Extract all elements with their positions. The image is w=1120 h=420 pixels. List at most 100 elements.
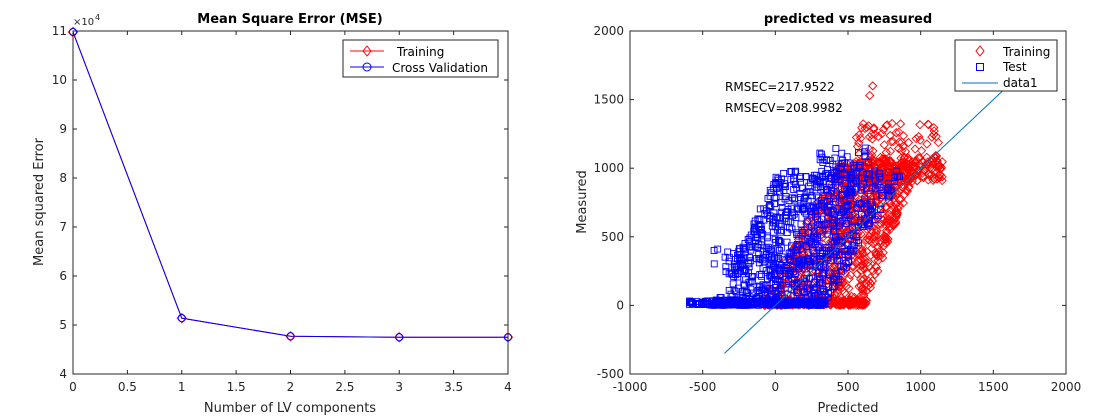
mse-legend-cv-marker [362,62,372,72]
pvm-test-point [853,237,861,244]
pvm-training-point [870,269,880,280]
pvm-test-point [803,243,810,251]
pvm-test-point [775,265,783,273]
pvm-test-point [830,216,838,224]
pvm-test-point [774,176,782,184]
pvm-test-point [806,188,814,196]
pvm-training-point [868,238,878,249]
pvm-test-point [836,221,844,229]
pvm-training-point [840,268,850,278]
pvm-training-point [856,266,866,276]
pvm-training-point [887,118,897,129]
x-tick-label: 1500 [978,380,1009,394]
pvm-test-point [834,178,842,186]
pvm-test-point [800,288,808,295]
pvm-test-point [790,177,798,185]
pvm-test-point [852,232,860,240]
pvm-training-point [891,206,901,216]
pvm-training-point [894,137,904,147]
pvm-test-point [827,174,835,182]
y-tick-label: 500 [601,230,624,244]
pvm-test-point [754,215,762,223]
pvm-test-point [858,211,865,218]
x-tick-label: 1 [178,380,186,394]
pvm-training-point [864,276,874,286]
pvm-training-point [913,166,923,176]
pvm-test-point [833,237,841,245]
pvm-test-point [855,163,863,171]
pvm-test-point [769,216,777,224]
pvm-test-point [812,263,820,271]
pvm-test-point [835,278,842,286]
pvm-test-point [745,278,753,286]
pvm-training-point [865,90,875,101]
pvm-training-point [842,158,852,168]
pvm-test-point [756,205,764,213]
pvm-training-point [937,175,947,186]
pvm-test-point [817,257,824,265]
pvm-test-point [825,247,833,255]
pvm-test-point [750,220,758,228]
pvm-test-point [845,212,853,219]
pvm-training-point [837,299,848,309]
pvm-test-point [838,192,846,200]
pvm-test-point [781,214,789,222]
pvm-test-point [730,260,738,268]
pvm-test-point [802,173,810,181]
pvm-test-point [786,253,794,261]
pvm-training-point [837,198,848,208]
y-tick-label: -500 [597,367,624,381]
pvm-training-point [894,127,904,137]
pvm-test-point [885,168,893,176]
pvm-test-point [747,285,755,293]
x-tick-label: 1.5 [227,380,246,394]
pvm-training-point [904,155,914,166]
pvm-test-point [820,188,828,196]
pvm-test-point [831,211,838,219]
pvm-training-point [857,240,867,251]
pvm-test-point [727,269,735,277]
pvm-training-point [931,150,941,161]
pvm-training-point [915,153,925,163]
pvm-training-point [891,128,901,138]
pvm-training-point [882,120,892,130]
pvm-test-point [799,229,807,236]
pvm-training-point [883,213,893,223]
pvm-test-point [803,217,811,225]
pvm-training-point [878,247,888,258]
pvm-training-point [930,157,940,168]
pvm-test-point [832,145,840,153]
pvm-test-point [794,243,802,251]
pvm-training-point [852,269,862,279]
pvm-training-point [910,170,921,180]
pvm-test-point [731,299,739,307]
pvm-test-point [850,161,858,169]
x-tick-label: 3.5 [444,380,463,394]
pvm-test-point [763,234,771,242]
x-tick-label: 3 [395,380,403,394]
pvm-training-point [867,155,877,165]
pvm-training-point [933,137,943,148]
pvm-training-point [888,167,898,178]
pvm-test-point [864,219,872,227]
pvm-test-point [810,232,818,240]
x-tick-label: 2.5 [335,380,354,394]
pvm-training-point [848,217,859,228]
pvm-training-point [863,188,874,198]
y-tick-label: 10 [52,73,67,87]
pvm-test-point [754,294,762,302]
pvm-test-point [806,202,814,210]
pvm-test-point [846,231,854,239]
pvm-training-point [877,253,888,263]
pvm-training-point [868,81,878,91]
pvm-training-point [856,255,866,265]
pvm-test-point [749,277,757,285]
pvm-training-point [928,175,938,186]
pvm-training-point [867,243,877,253]
pvm-training-point [886,137,896,147]
pvm-training-point [862,286,872,296]
mse-legend-cv-label: Cross Validation [392,61,488,75]
pvm-test-point [761,209,769,217]
pvm-test-point [783,229,791,237]
pvm-test-point [774,300,782,308]
